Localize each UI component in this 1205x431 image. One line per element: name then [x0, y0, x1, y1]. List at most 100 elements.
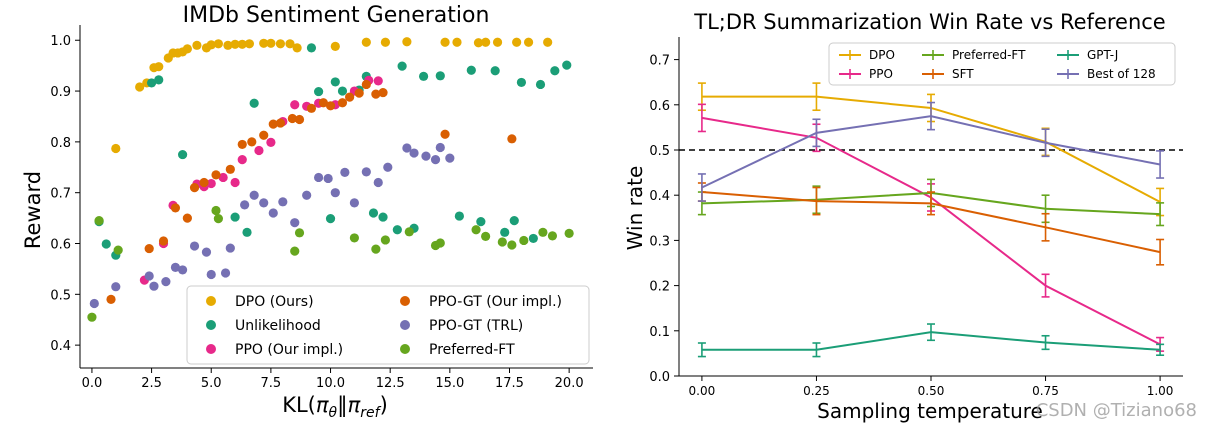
imdb-point-preferred_ft — [211, 205, 221, 216]
tldr-x-tick-label: 0.75 — [1032, 384, 1059, 398]
imdb-point-unlikelihood — [242, 227, 252, 237]
imdb-legend-marker — [206, 296, 216, 306]
imdb-point-dpo — [154, 62, 164, 72]
imdb-point-ppo_gt_trl — [178, 265, 188, 275]
tldr-legend-label: Best of 128 — [1087, 67, 1156, 81]
imdb-y-tick-label: 0.6 — [50, 238, 71, 253]
imdb-legend-box — [186, 285, 590, 365]
imdb-point-unlikelihood — [418, 71, 429, 81]
imdb-point-ppo_gt_trl — [149, 281, 159, 291]
imdb-point-ppo_gt_trl — [89, 298, 99, 309]
imdb-point-ppo_gt_trl — [430, 155, 441, 165]
imdb-legend-marker — [400, 320, 410, 330]
imdb-point-ppo_gt_ours — [259, 130, 269, 140]
imdb-legend-marker — [206, 344, 216, 354]
imdb-chart-title: IMDb Sentiment Generation — [183, 3, 490, 28]
imdb-point-ppo_gt_trl — [220, 268, 231, 278]
imdb-point-ppo_gt_trl — [170, 262, 181, 272]
imdb-point-preferred_ft — [87, 312, 97, 322]
imdb-point-dpo — [292, 43, 302, 53]
imdb-point-ppo_gt_trl — [340, 167, 350, 177]
imdb-point-ppo_gt_trl — [435, 142, 445, 153]
imdb-point-unlikelihood — [562, 60, 572, 70]
imdb-point-dpo — [402, 37, 412, 47]
imdb-point-ppo_gt_trl — [268, 208, 278, 218]
imdb-point-dpo — [523, 37, 534, 47]
imdb-legend-label: PPO-GT (TRL) — [429, 318, 523, 334]
imdb-x-tick-label: 2.5 — [141, 376, 162, 391]
imdb-point-unlikelihood — [454, 211, 464, 221]
imdb-point-preferred_ft — [497, 237, 507, 247]
imdb-y-tick-label: 0.8 — [50, 136, 71, 151]
imdb-point-dpo — [135, 82, 145, 92]
imdb-x-tick-label: 0.0 — [82, 376, 103, 391]
imdb-y-tick-label: 0.7 — [50, 187, 71, 202]
tldr-x-tick-label: 0.50 — [918, 384, 945, 398]
imdb-legend-marker — [400, 344, 410, 354]
imdb-point-unlikelihood — [368, 208, 379, 218]
imdb-point-preferred_ft — [294, 228, 305, 238]
imdb-point-dpo — [275, 39, 286, 49]
imdb-point-ppo_gt_ours — [199, 177, 209, 188]
imdb-y-tick-label: 0.9 — [50, 85, 71, 100]
imdb-point-dpo — [230, 39, 240, 49]
tldr-y-tick-label: 0.0 — [649, 370, 670, 385]
imdb-point-dpo — [330, 41, 340, 51]
imdb-legend-label: Unlikelihood — [235, 318, 321, 334]
imdb-point-unlikelihood — [535, 79, 546, 90]
tldr-x-tick-label: 0.00 — [689, 384, 716, 398]
imdb-point-unlikelihood — [337, 86, 348, 96]
imdb-point-preferred_ft — [349, 233, 359, 243]
imdb-point-ppo_gt_ours — [440, 129, 450, 139]
imdb-point-ppo — [290, 100, 300, 110]
imdb-point-dpo — [237, 39, 247, 49]
imdb-point-ppo_gt_trl — [383, 162, 393, 172]
imdb-point-preferred_ft — [564, 228, 574, 238]
tldr-y-tick-label: 0.7 — [649, 54, 670, 69]
imdb-point-ppo_gt_ours — [507, 134, 517, 144]
imdb-point-ppo_gt_ours — [287, 113, 297, 124]
imdb-point-ppo_gt_trl — [161, 277, 171, 287]
tldr-legend-label: Preferred-FT — [952, 48, 1026, 62]
imdb-point-ppo_gt_ours — [275, 118, 286, 128]
imdb-point-ppo_gt_trl — [409, 148, 419, 158]
imdb-point-ppo_gt_trl — [421, 151, 431, 161]
imdb-y-axis-label: Reward — [21, 171, 45, 249]
imdb-x-tick-label: 5.0 — [201, 376, 222, 391]
imdb-point-ppo — [237, 155, 247, 165]
imdb-point-ppo_gt_ours — [306, 103, 317, 113]
imdb-point-ppo_gt_ours — [182, 213, 192, 223]
imdb-point-preferred_ft — [481, 231, 491, 241]
imdb-y-tick-label: 1.0 — [50, 34, 71, 49]
imdb-point-dpo — [111, 143, 121, 154]
imdb-point-ppo_gt_trl — [373, 177, 383, 188]
tldr-legend-label: GPT-J — [1087, 48, 1118, 62]
imdb-x-axis-label: KL(πθ‖πref) — [282, 393, 388, 421]
tldr-x-tick-label: 1.00 — [1147, 384, 1174, 398]
imdb-legend-marker — [206, 320, 216, 330]
imdb-point-ppo — [254, 145, 264, 156]
imdb-point-unlikelihood — [101, 239, 111, 249]
imdb-point-preferred_ft — [547, 231, 558, 241]
imdb-point-ppo_gt_trl — [259, 198, 269, 208]
tldr-y-tick-label: 0.5 — [649, 144, 670, 159]
imdb-y-tick-label: 0.5 — [50, 288, 71, 303]
imdb-point-dpo — [182, 44, 192, 54]
imdb-point-ppo_gt_trl — [349, 198, 359, 208]
imdb-x-tick-label: 10.0 — [316, 376, 345, 391]
imdb-point-ppo_gt_ours — [170, 203, 181, 213]
imdb-point-preferred_ft — [113, 245, 123, 255]
imdb-point-preferred_ft — [290, 246, 300, 256]
imdb-point-ppo — [266, 137, 276, 147]
imdb-point-ppo_gt_trl — [201, 247, 212, 257]
imdb-point-dpo — [266, 38, 276, 48]
tldr-y-tick-label: 0.3 — [649, 234, 670, 249]
imdb-point-ppo_gt_ours — [354, 88, 364, 98]
imdb-point-ppo_gt_trl — [402, 143, 412, 153]
imdb-point-unlikelihood — [466, 65, 476, 75]
imdb-point-unlikelihood — [249, 98, 259, 108]
imdb-point-ppo_gt_ours — [337, 98, 348, 108]
imdb-point-unlikelihood — [306, 43, 317, 53]
imdb-point-preferred_ft — [538, 227, 548, 237]
imdb-point-ppo — [230, 177, 240, 188]
